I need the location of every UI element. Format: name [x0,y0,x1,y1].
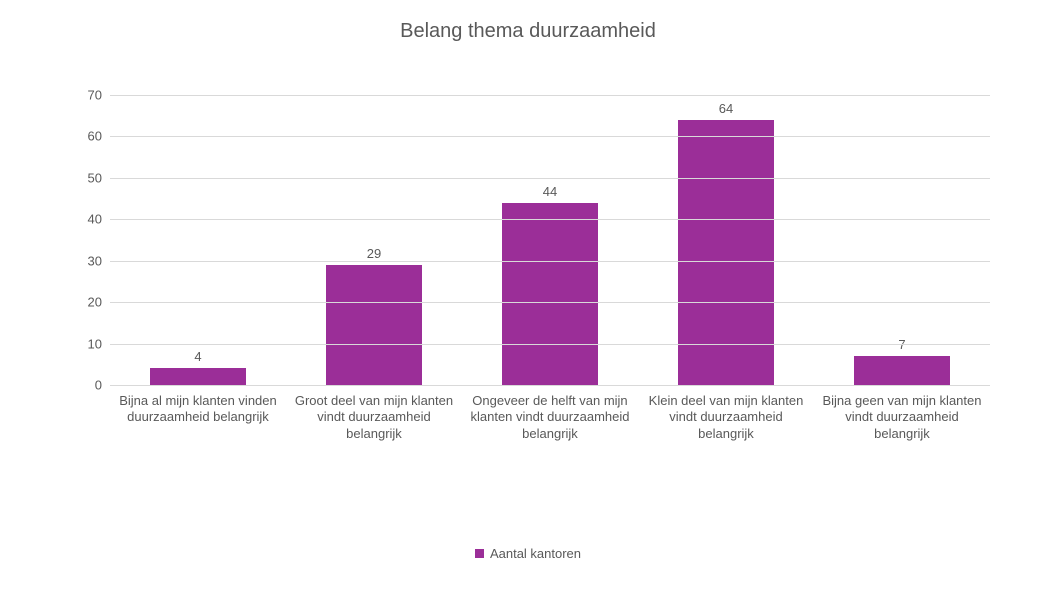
x-axis-line [110,385,990,386]
y-tick-label: 50 [88,170,110,185]
legend: Aantal kantoren [0,545,1056,563]
legend-item: Aantal kantoren [475,546,581,561]
gridline [110,344,990,345]
y-tick-label: 20 [88,295,110,310]
x-tick-label: Groot deel van mijn klanten vindt duurza… [290,393,457,442]
y-tick-label: 10 [88,336,110,351]
gridline [110,302,990,303]
bar-rect [678,120,775,385]
x-tick-label: Bijna geen van mijn klanten vindt duurza… [818,393,985,442]
y-tick-label: 0 [95,378,110,393]
chart-title: Belang thema duurzaamheid [0,20,1056,43]
legend-label: Aantal kantoren [490,546,581,561]
legend-swatch [475,549,484,558]
x-tick-label: Bijna al mijn klanten vinden duurzaamhei… [114,393,281,426]
y-tick-label: 60 [88,129,110,144]
bar: 7 [854,356,951,385]
bar-rect [150,368,247,385]
gridline [110,136,990,137]
y-tick-label: 30 [88,253,110,268]
bars-layer: 4 29 44 64 7 [110,95,990,385]
bar-value-label: 64 [719,101,733,120]
y-tick-label: 40 [88,212,110,227]
gridline [110,178,990,179]
gridline [110,95,990,96]
bar-value-label: 44 [543,184,557,203]
chart-container: Belang thema duurzaamheid 4 29 44 64 7 Bijna… [0,0,1056,594]
bar: 4 [150,368,247,385]
bar-rect [854,356,951,385]
bar-rect [502,203,599,385]
x-tick-label: Klein deel van mijn klanten vindt duurza… [642,393,809,442]
y-tick-label: 70 [88,88,110,103]
bar: 44 [502,203,599,385]
bar-value-label: 29 [367,246,381,265]
bar-value-label: 4 [194,349,201,368]
bar: 29 [326,265,423,385]
bar-value-label: 7 [898,337,905,356]
x-tick-label: Ongeveer de helft van mijn klanten vindt… [466,393,633,442]
gridline [110,261,990,262]
plot-area: 42944647 Bijna al mijn klanten vinden du… [110,95,990,385]
gridline [110,219,990,220]
bar: 64 [678,120,775,385]
bar-rect [326,265,423,385]
